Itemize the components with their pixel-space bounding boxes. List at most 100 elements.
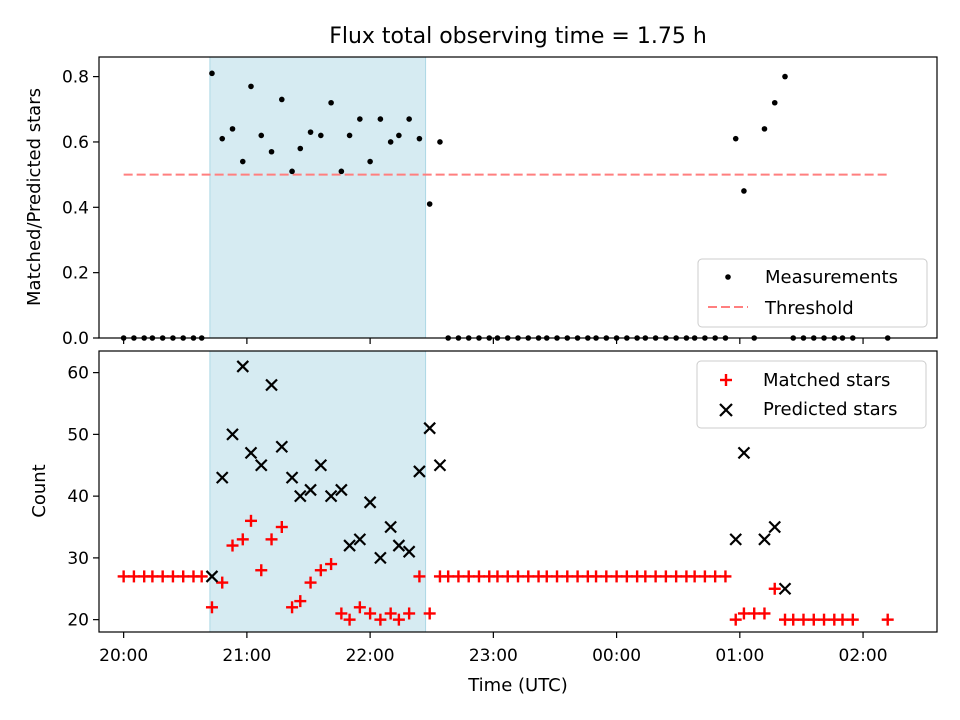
matched-point xyxy=(195,570,208,583)
predicted-point xyxy=(343,539,356,552)
predicted-point xyxy=(374,551,387,565)
matched-point xyxy=(670,570,683,583)
measurement-point xyxy=(741,188,747,194)
matched-point xyxy=(768,582,781,595)
x-tick-label: 00:00 xyxy=(592,646,641,666)
matched-point xyxy=(620,570,633,583)
matched-point xyxy=(610,570,623,583)
measurement-point xyxy=(338,168,345,175)
legend-predicted-label: Predicted stars xyxy=(763,399,897,420)
predicted-point xyxy=(275,440,289,454)
predicted-point xyxy=(215,471,229,484)
y-tick-label: 0.6 xyxy=(62,133,89,153)
x-tick-label: 23:00 xyxy=(469,646,518,666)
y-tick-label: 0.4 xyxy=(62,198,89,218)
matched-point xyxy=(384,607,397,620)
y-tick-label: 40 xyxy=(67,487,89,507)
matched-point xyxy=(659,570,672,583)
predicted-point xyxy=(265,378,278,392)
matched-point xyxy=(522,570,535,583)
measurement-point xyxy=(782,73,788,80)
y-tick-label: 60 xyxy=(67,364,89,384)
x-axis-label: Time (UTC) xyxy=(467,675,568,696)
x-tick-label: 22:00 xyxy=(346,646,395,666)
matched-point xyxy=(205,601,218,614)
predicted-point xyxy=(314,458,328,472)
measurement-point xyxy=(437,139,443,145)
matched-point xyxy=(117,570,130,583)
measurement-point xyxy=(209,70,215,77)
legend-measurements-label: Measurements xyxy=(765,267,898,288)
predicted-point xyxy=(236,360,250,373)
matched-point xyxy=(881,613,894,626)
x-tick-label: 01:00 xyxy=(715,646,764,666)
matched-point xyxy=(462,570,475,583)
matched-point xyxy=(423,607,436,620)
measurement-point xyxy=(732,135,739,142)
matched-point xyxy=(561,570,574,583)
predicted-point xyxy=(244,446,258,460)
x-tick-label: 02:00 xyxy=(839,646,888,666)
predicted-points xyxy=(205,360,792,596)
matched-point xyxy=(797,613,810,626)
measurement-point xyxy=(307,129,314,135)
matched-point xyxy=(275,521,288,534)
ratio-shaded-span xyxy=(209,56,427,339)
matched-point xyxy=(244,514,257,527)
legend-measurement-marker xyxy=(725,274,731,280)
y-tick-label: 50 xyxy=(67,425,89,445)
matched-point xyxy=(729,613,742,626)
predicted-point xyxy=(254,458,268,472)
matched-point xyxy=(314,564,327,577)
matched-point xyxy=(255,564,268,577)
matched-point xyxy=(846,613,859,626)
matched-point xyxy=(286,601,299,614)
measurement-point xyxy=(346,132,353,139)
predicted-point xyxy=(324,489,338,503)
measurement-point xyxy=(387,139,394,145)
predicted-point xyxy=(758,533,771,546)
matched-point xyxy=(688,570,701,583)
matched-point xyxy=(709,570,722,583)
matched-point xyxy=(146,570,159,583)
matched-point xyxy=(294,595,307,608)
legend-threshold-label: Threshold xyxy=(764,298,854,319)
matched-point xyxy=(639,570,652,583)
ratio-y-axis: 0.0 0.2 0.4 0.6 0.8 xyxy=(62,68,99,349)
matched-point xyxy=(472,570,485,583)
matched-point xyxy=(698,570,711,583)
matched-point xyxy=(127,570,140,583)
predicted-point xyxy=(423,421,436,435)
y-tick-label: 0.0 xyxy=(62,329,89,349)
predicted-point xyxy=(335,483,348,497)
legend-predicted-marker xyxy=(719,403,733,417)
measurement-point xyxy=(289,168,295,175)
matched-point xyxy=(807,613,820,626)
matched-points xyxy=(117,514,894,626)
matched-point xyxy=(787,613,800,626)
count-frame xyxy=(98,350,938,633)
predicted-point xyxy=(737,446,751,460)
matched-point xyxy=(166,570,179,583)
matched-point xyxy=(265,533,278,546)
measurement-point xyxy=(377,116,384,122)
matched-point xyxy=(177,570,190,583)
matched-point xyxy=(442,570,455,583)
matched-point xyxy=(758,607,771,620)
matched-point xyxy=(392,613,405,626)
y-tick-label: 0.2 xyxy=(62,264,89,284)
ratio-y-label: Matched/Predicted stars xyxy=(24,88,45,306)
measurement-point xyxy=(406,116,412,122)
matched-point xyxy=(353,601,366,614)
predicted-point xyxy=(285,471,299,484)
measurement-point xyxy=(396,132,402,139)
ratio-panel: 0.00.20.40.60.8 Matched/Predicted stars … xyxy=(24,56,938,349)
legend-matched-marker xyxy=(720,374,732,386)
measurement-point xyxy=(771,99,778,106)
ratio-frame xyxy=(98,56,938,339)
matched-point xyxy=(325,558,338,571)
matched-point xyxy=(452,570,465,583)
matched-point xyxy=(649,570,662,583)
matched-point xyxy=(226,539,239,552)
predicted-point xyxy=(294,489,307,503)
